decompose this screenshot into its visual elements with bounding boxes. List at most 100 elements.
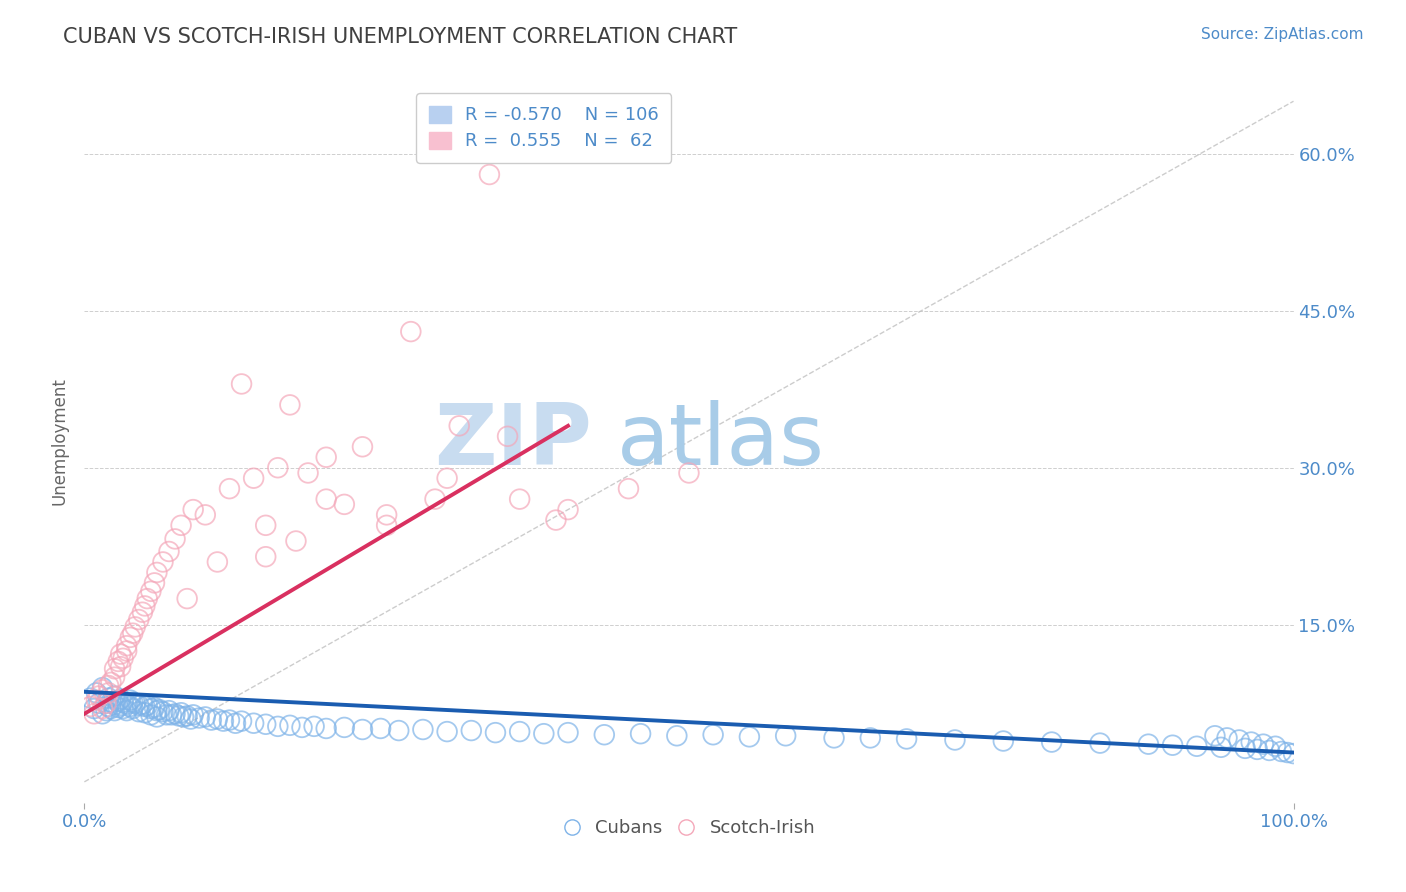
Point xyxy=(104,670,127,684)
Point xyxy=(148,703,170,717)
Point xyxy=(823,731,845,745)
Point xyxy=(278,718,301,732)
Point xyxy=(1258,743,1281,757)
Point xyxy=(97,691,120,706)
Point xyxy=(173,710,195,724)
Point xyxy=(152,705,174,719)
Point xyxy=(181,707,204,722)
Point xyxy=(91,701,114,715)
Point xyxy=(859,731,882,745)
Point xyxy=(121,626,143,640)
Point xyxy=(165,706,187,721)
Point xyxy=(557,502,579,516)
Point xyxy=(181,502,204,516)
Point xyxy=(315,450,337,465)
Point xyxy=(104,704,127,718)
Point xyxy=(120,631,142,645)
Point xyxy=(665,729,688,743)
Point xyxy=(97,679,120,693)
Point xyxy=(370,722,392,736)
Point xyxy=(120,693,142,707)
Point xyxy=(218,713,240,727)
Point xyxy=(121,695,143,709)
Point xyxy=(128,613,150,627)
Point xyxy=(100,701,122,715)
Point xyxy=(218,482,240,496)
Point xyxy=(136,591,159,606)
Point xyxy=(315,722,337,736)
Point xyxy=(104,662,127,676)
Point xyxy=(165,532,187,546)
Point xyxy=(115,704,138,718)
Point xyxy=(291,720,314,734)
Point xyxy=(120,699,142,714)
Point xyxy=(107,655,129,669)
Point xyxy=(478,168,501,182)
Text: CUBAN VS SCOTCH-IRISH UNEMPLOYMENT CORRELATION CHART: CUBAN VS SCOTCH-IRISH UNEMPLOYMENT CORRE… xyxy=(63,27,738,46)
Point xyxy=(207,712,229,726)
Point xyxy=(94,704,117,718)
Point xyxy=(134,599,156,613)
Point xyxy=(176,591,198,606)
Point xyxy=(139,707,162,722)
Point xyxy=(1246,742,1268,756)
Point xyxy=(212,714,235,728)
Point xyxy=(267,719,290,733)
Point xyxy=(509,724,531,739)
Point xyxy=(702,728,724,742)
Point xyxy=(1137,737,1160,751)
Point xyxy=(1185,739,1208,754)
Point xyxy=(484,725,506,739)
Point xyxy=(254,717,277,731)
Point xyxy=(544,513,567,527)
Point xyxy=(993,734,1015,748)
Point xyxy=(83,701,105,715)
Point xyxy=(115,644,138,658)
Legend: Cubans, Scotch-Irish: Cubans, Scotch-Irish xyxy=(555,812,823,845)
Point xyxy=(110,698,132,713)
Point xyxy=(1277,746,1299,760)
Text: atlas: atlas xyxy=(616,400,824,483)
Point xyxy=(79,699,101,714)
Point xyxy=(160,707,183,722)
Point xyxy=(1282,747,1305,761)
Point xyxy=(143,700,166,714)
Point xyxy=(207,555,229,569)
Point xyxy=(436,471,458,485)
Point xyxy=(254,518,277,533)
Point xyxy=(155,707,177,722)
Point xyxy=(124,696,146,710)
Point xyxy=(375,518,398,533)
Point xyxy=(157,704,180,718)
Point xyxy=(630,727,652,741)
Point xyxy=(1040,735,1063,749)
Point xyxy=(110,692,132,706)
Point xyxy=(146,566,169,580)
Point xyxy=(297,466,319,480)
Point xyxy=(83,706,105,721)
Point xyxy=(423,492,446,507)
Point xyxy=(124,620,146,634)
Point xyxy=(231,714,253,728)
Point xyxy=(1234,741,1257,756)
Point xyxy=(157,544,180,558)
Point xyxy=(167,709,190,723)
Point xyxy=(533,727,555,741)
Point xyxy=(775,729,797,743)
Point xyxy=(1209,740,1232,755)
Point xyxy=(97,686,120,700)
Point xyxy=(460,723,482,738)
Point xyxy=(134,706,156,720)
Point xyxy=(557,725,579,739)
Point xyxy=(388,723,411,738)
Point xyxy=(1204,729,1226,743)
Point xyxy=(231,376,253,391)
Point xyxy=(1264,739,1286,754)
Point xyxy=(139,584,162,599)
Point xyxy=(134,699,156,714)
Point xyxy=(91,682,114,697)
Point xyxy=(333,497,356,511)
Point xyxy=(1240,735,1263,749)
Point xyxy=(352,440,374,454)
Point xyxy=(333,720,356,734)
